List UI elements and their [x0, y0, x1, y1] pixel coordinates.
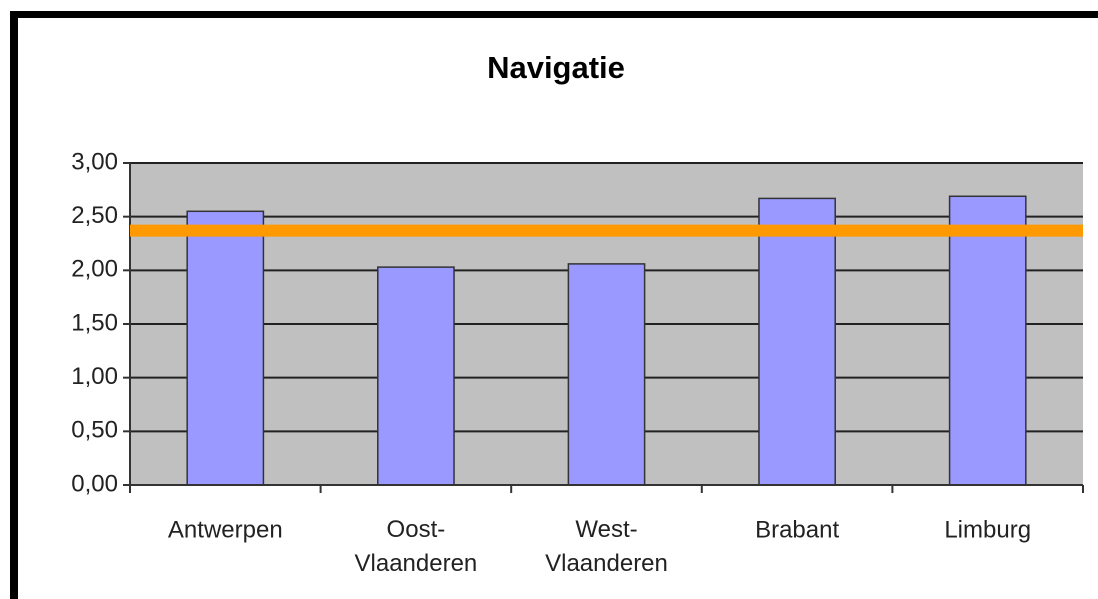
bar — [758, 197, 836, 486]
y-tick-label: 2,00 — [71, 256, 118, 283]
frame-top — [10, 11, 1098, 18]
y-tick-label: 2,50 — [71, 202, 118, 229]
chart-title: Navigatie — [487, 50, 625, 85]
y-tick-label: 1,00 — [71, 363, 118, 390]
bar — [377, 266, 455, 486]
y-tick-label: 0,00 — [71, 470, 118, 497]
y-tick-label: 1,50 — [71, 309, 118, 336]
x-tick-label: Oost-Vlaanderen — [355, 516, 478, 577]
frame-left — [10, 11, 18, 599]
x-tick-label: Brabant — [755, 516, 839, 543]
x-tick-label: West-Vlaanderen — [545, 516, 668, 577]
bar — [186, 210, 265, 486]
y-tick-label: 0,50 — [71, 417, 118, 444]
x-tick-label: Limburg — [944, 516, 1031, 543]
bar — [948, 195, 1027, 486]
bar — [567, 263, 646, 486]
x-tick-label: Antwerpen — [168, 516, 283, 543]
y-tick-label: 3,00 — [71, 148, 118, 175]
